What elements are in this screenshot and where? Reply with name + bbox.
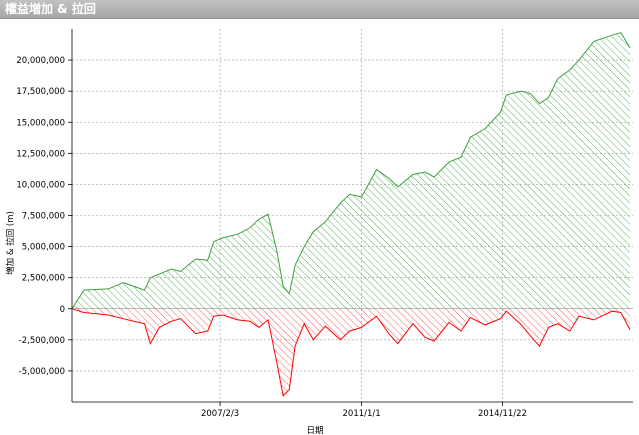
- x-tick-label: 2014/11/22: [478, 409, 527, 419]
- y-tick-label: 5,000,000: [22, 243, 65, 253]
- y-tick-label: -5,000,000: [19, 367, 65, 377]
- series-0-area: [72, 32, 631, 309]
- series-areas: [71, 32, 633, 397]
- y-tick-label: 15,000,000: [16, 118, 65, 128]
- y-tick-label: 17,500,000: [16, 87, 65, 97]
- y-axis-label: 増加 & 拉回 (m): [5, 211, 16, 275]
- axes: 20,000,000 17,500,000 15,000,000 12,500,000…: [16, 29, 633, 419]
- series-0-line: [71, 32, 631, 310]
- y-tick-label: 7,500,000: [22, 212, 65, 222]
- x-tick-label: 2007/2/3: [201, 409, 239, 419]
- y-tick-label: -2,500,000: [19, 336, 65, 346]
- series-1-line: [71, 308, 631, 397]
- x-tick-label: 2011/1/1: [343, 409, 381, 419]
- y-tick-label: 0: [60, 305, 65, 315]
- window-title: 權益増加 & 拉回: [5, 2, 96, 16]
- title-bar: 權益増加 & 拉回: [0, 0, 639, 19]
- y-tick-label: 10,000,000: [16, 180, 65, 190]
- y-tick-label: 2,500,000: [22, 274, 65, 284]
- equity-drawdown-chart: 20,000,000 17,500,000 15,000,000 12,500,000…: [5, 29, 633, 435]
- y-tick-label: 12,500,000: [16, 149, 65, 159]
- y-tick-label: 20,000,000: [16, 56, 65, 66]
- x-axis-label: 日期: [306, 426, 323, 435]
- series-1-area: [72, 308, 631, 396]
